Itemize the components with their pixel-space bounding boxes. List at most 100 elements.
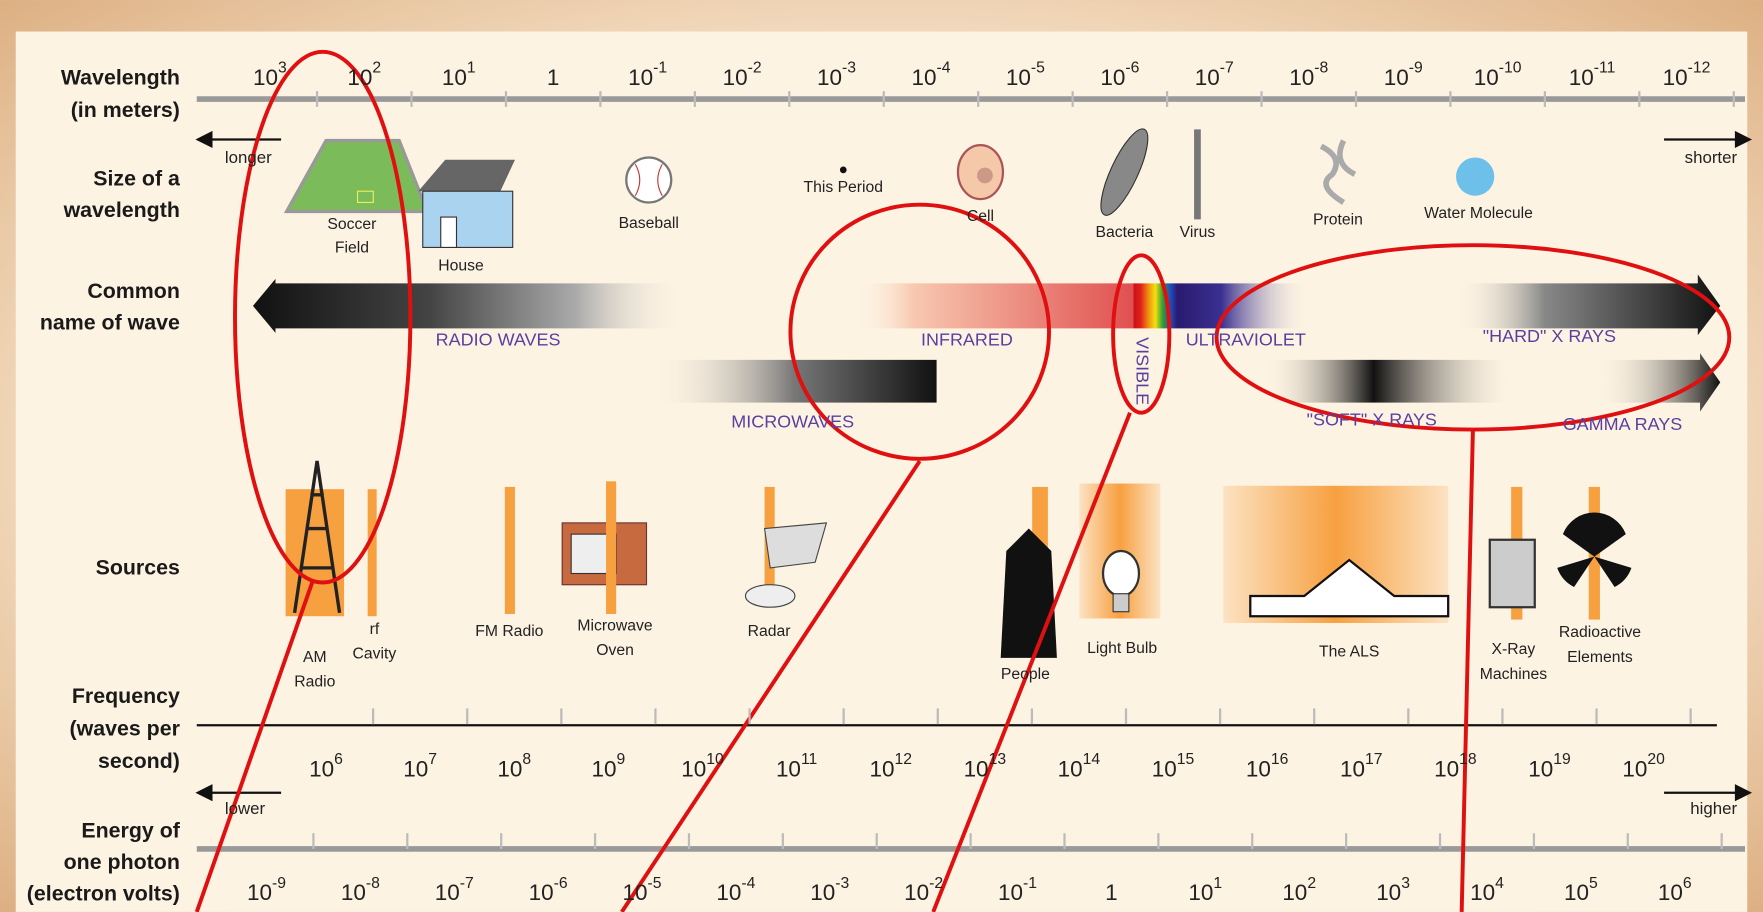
wave-name: RADIO WAVES (436, 330, 561, 350)
source-label: Light Bulb (1087, 640, 1157, 657)
tick-base: 10 (904, 880, 929, 905)
tick-base: 10 (1658, 880, 1683, 905)
source-icons (285, 460, 1632, 658)
row-label: wavelength (63, 198, 180, 222)
direction-arrows (195, 130, 1753, 802)
source-label: FM Radio (475, 623, 543, 640)
size-label: Baseball (619, 215, 679, 232)
tick-base: 10 (810, 880, 835, 905)
tick-exponent: -8 (1314, 60, 1328, 77)
tick-label: 10-6 (529, 875, 568, 905)
tick-exponent: 3 (278, 60, 287, 77)
tick-base: 10 (716, 880, 741, 905)
tick-base: 10 (1188, 880, 1213, 905)
tick-base: 10 (628, 65, 653, 90)
tick-label: 1016 (1246, 751, 1289, 781)
tick-base: 10 (309, 756, 334, 781)
tick-label: 10-7 (435, 875, 474, 905)
tick-label: 1010 (681, 751, 724, 781)
size-label: Bacteria (1095, 224, 1153, 241)
tick-base: 10 (623, 880, 648, 905)
tick-label: 1017 (1340, 751, 1383, 781)
wave-name: VISIBLE (1132, 337, 1152, 405)
tick-label: 10-4 (911, 60, 950, 90)
tick-base: 10 (1569, 65, 1594, 90)
tick-label: 10-1 (998, 875, 1037, 905)
annotations (194, 49, 1732, 912)
direction-label: shorter (1685, 148, 1738, 167)
tick-label: 101 (1188, 875, 1222, 905)
tick-label: 10-9 (247, 875, 286, 905)
tick-base: 10 (1564, 880, 1589, 905)
size-label: Water Molecule (1424, 205, 1533, 222)
tick-base: 10 (341, 880, 366, 905)
row-label: Common (87, 279, 180, 303)
tick-label: 1 (1105, 880, 1118, 905)
tick-label: 10-9 (1384, 60, 1423, 90)
tick-exponent: 5 (1589, 875, 1598, 892)
tick-label: 106 (309, 751, 343, 781)
row-label: Sources (96, 556, 180, 580)
source-label: Microwave (577, 617, 652, 634)
tick-base: 10 (998, 880, 1023, 905)
tick-label: 1015 (1152, 751, 1195, 781)
tick-base: 10 (1384, 65, 1409, 90)
tick-base: 10 (723, 65, 748, 90)
tick-base: 10 (442, 65, 467, 90)
tick-exponent: -11 (1594, 60, 1616, 77)
size-label: Virus (1180, 224, 1216, 241)
tick-exponent: -9 (1409, 60, 1423, 77)
gamma-band (1596, 353, 1721, 412)
tick-label: 10-1 (628, 60, 667, 90)
tick-base: 10 (817, 65, 842, 90)
tick-base: 10 (1622, 756, 1647, 781)
size-label: Cell (967, 208, 994, 225)
tick-exponent: 16 (1271, 751, 1289, 768)
size-label: This Period (803, 179, 883, 196)
tick-label: 1011 (776, 751, 817, 781)
tick-exponent: 2 (1307, 875, 1316, 892)
tick-base: 10 (776, 756, 801, 781)
tick-label: 1014 (1058, 751, 1101, 781)
tick-base: 10 (964, 756, 989, 781)
tick-base: 10 (1058, 756, 1083, 781)
tick-exponent: 8 (522, 751, 531, 768)
row-label: Energy of (81, 819, 180, 843)
tick-label: 108 (497, 751, 531, 781)
tick-label: 1012 (869, 751, 912, 781)
tick-base: 10 (869, 756, 894, 781)
tick-exponent: 2 (372, 60, 381, 77)
tick-exponent: 20 (1647, 751, 1665, 768)
tick-exponent: -5 (648, 875, 662, 892)
tick-exponent: 6 (1683, 875, 1692, 892)
tick-base: 10 (1195, 65, 1220, 90)
tick-base: 10 (1663, 65, 1688, 90)
size-label: Field (335, 240, 369, 257)
tick-exponent: 1 (467, 60, 476, 77)
tick-exponent: -9 (272, 875, 286, 892)
tick-label: 10-3 (817, 60, 856, 90)
tick-base: 10 (347, 65, 372, 90)
tick-exponent: -6 (554, 875, 568, 892)
tick-exponent: 17 (1365, 751, 1383, 768)
tick-label: 10-7 (1195, 60, 1234, 90)
tick-label: 1018 (1434, 751, 1477, 781)
tick-exponent: -2 (929, 875, 943, 892)
source-label: People (1001, 666, 1050, 683)
tick-exponent: -4 (936, 60, 950, 77)
row-label: (waves per (69, 716, 179, 740)
tick-exponent: 13 (989, 751, 1007, 768)
tick-base: 10 (1376, 880, 1401, 905)
tick-label: 104 (1470, 875, 1504, 905)
tick-base: 10 (497, 756, 522, 781)
source-label: Elements (1567, 649, 1633, 666)
tick-label: 10-2 (904, 875, 943, 905)
tick-exponent: 19 (1553, 751, 1571, 768)
source-label: X-Ray (1492, 641, 1536, 658)
direction-label: higher (1690, 799, 1737, 818)
size-label: Soccer (327, 216, 376, 233)
row-label: (in meters) (71, 98, 180, 122)
tick-exponent: -7 (1220, 60, 1234, 77)
tick-label: 1 (547, 65, 560, 90)
tick-base: 10 (681, 756, 706, 781)
